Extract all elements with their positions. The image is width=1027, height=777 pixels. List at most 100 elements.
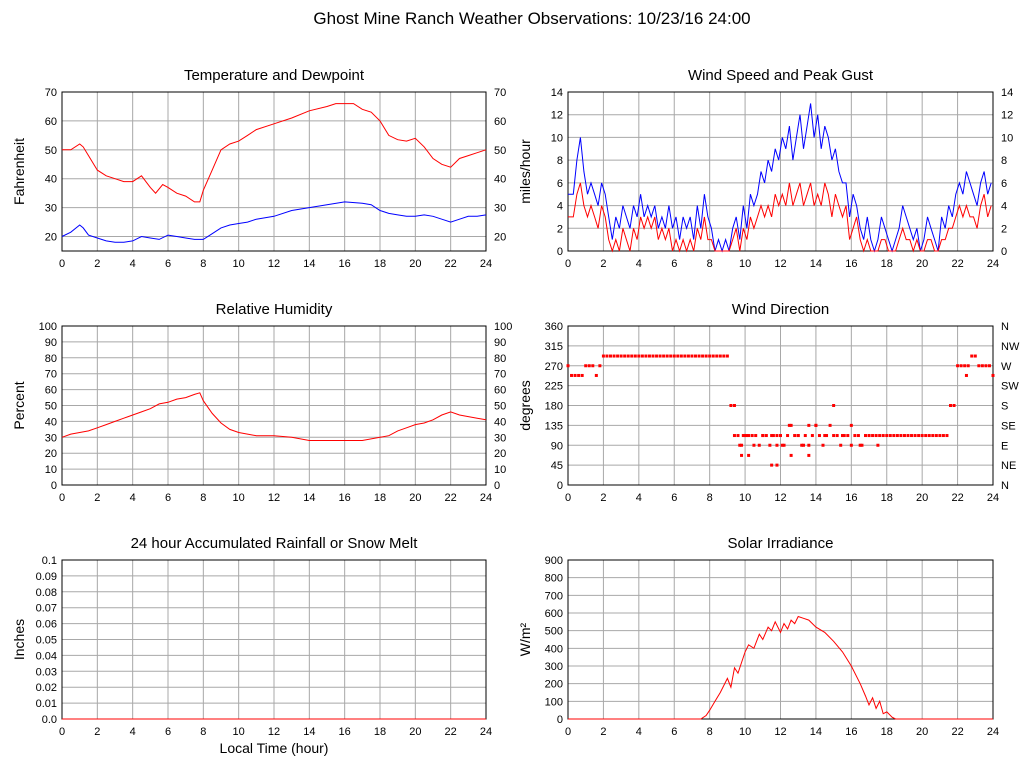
rain-y-tick-label: 0.08 xyxy=(36,587,57,599)
dir-point xyxy=(963,364,967,368)
rh-y-tick-label-right: 30 xyxy=(494,432,506,444)
dir-point xyxy=(780,443,784,447)
wind-y-tick-label: 8 xyxy=(557,155,563,167)
rain-x-tick-label: 12 xyxy=(268,726,280,738)
dir-point xyxy=(973,354,977,358)
dir-x-tick-label: 24 xyxy=(987,492,999,504)
dir-point xyxy=(729,404,733,407)
dir-point xyxy=(917,434,921,438)
temp-y-tick-label-right: 50 xyxy=(494,145,506,157)
dir-y-tick-label: 45 xyxy=(551,460,563,472)
solar-x-tick-label: 16 xyxy=(845,726,857,738)
dir-point xyxy=(651,354,655,358)
dir-point xyxy=(867,434,871,438)
dir-point xyxy=(874,434,878,438)
rh-x-tick-label: 10 xyxy=(233,492,245,504)
dir-x-tick-label: 16 xyxy=(845,492,857,504)
dir-point xyxy=(952,404,956,407)
rh-y-tick-label-right: 70 xyxy=(494,369,506,381)
temp-x-tick-label: 4 xyxy=(130,258,136,270)
rain-y-tick-label: 0.1 xyxy=(42,555,57,567)
dir-point xyxy=(959,364,963,368)
dir-x-tick-label: 20 xyxy=(916,492,928,504)
dir-point xyxy=(864,434,867,438)
dir-point xyxy=(775,443,779,447)
wind-x-tick-label: 24 xyxy=(987,258,999,270)
dir-point xyxy=(938,434,942,438)
dir-point xyxy=(970,354,974,358)
dir-x-tick-label: 8 xyxy=(707,492,713,504)
dir-point xyxy=(793,434,797,438)
dir-point xyxy=(573,373,577,377)
rh-x-tick-label: 18 xyxy=(374,492,386,504)
temp-title: Temperature and Dewpoint xyxy=(184,67,365,84)
temp-x-tick-label: 14 xyxy=(303,258,315,270)
dir-point xyxy=(832,434,836,438)
rh-y-tick-label-right: 10 xyxy=(494,464,506,476)
dir-point xyxy=(846,434,850,438)
dir-point xyxy=(644,354,648,358)
dir-x-tick-label: 14 xyxy=(810,492,822,504)
wind-x-tick-label: 16 xyxy=(845,258,857,270)
temp-y-tick-label-right: 60 xyxy=(494,116,506,128)
dir-point xyxy=(807,453,811,457)
rain-y-tick-label: 0.0 xyxy=(42,714,57,726)
dir-point xyxy=(924,434,928,438)
rh-y-tick-label-right: 90 xyxy=(494,337,506,349)
dir-point xyxy=(619,354,623,358)
rain-x-tick-label: 22 xyxy=(445,726,457,738)
dir-point xyxy=(895,434,899,438)
dir-point xyxy=(987,364,991,368)
solar-plot-frame xyxy=(567,559,994,720)
dir-point xyxy=(747,453,751,457)
rain-y-tick-label: 0.06 xyxy=(36,619,57,631)
rain-y-tick-label: 0.02 xyxy=(36,682,57,694)
solar-x-tick-label: 0 xyxy=(565,726,571,738)
dir-point xyxy=(665,354,669,358)
solar-y-axis-label: W/m² xyxy=(517,622,533,656)
dir-x-tick-label: 2 xyxy=(600,492,606,504)
rh-x-tick-label: 0 xyxy=(59,492,65,504)
wind-y-tick-label-right: 8 xyxy=(1001,155,1007,167)
rh-series-line-0 xyxy=(61,392,487,441)
solar-x-tick-label: 2 xyxy=(600,726,606,738)
solar-x-tick-label: 6 xyxy=(671,726,677,738)
temp-x-tick-label: 0 xyxy=(59,258,65,270)
rh-y-tick-label: 80 xyxy=(45,353,57,365)
dir-point xyxy=(740,453,744,457)
temp-x-tick-label: 6 xyxy=(165,258,171,270)
dir-point xyxy=(694,354,697,358)
dir-point xyxy=(899,434,903,438)
dir-point xyxy=(906,434,910,438)
rh-y-tick-label-right: 0 xyxy=(494,480,500,492)
solar-x-tick-label: 18 xyxy=(881,726,893,738)
temp-x-tick-label: 8 xyxy=(200,258,206,270)
rh-y-tick-label: 60 xyxy=(45,385,57,397)
dir-point xyxy=(878,434,882,438)
dir-point xyxy=(810,434,814,438)
dir-compass-label: N xyxy=(1001,321,1009,333)
rain-y-tick-label: 0.05 xyxy=(36,635,57,647)
solar-y-tick-label: 600 xyxy=(545,608,563,620)
dir-point xyxy=(640,354,644,358)
temp-x-tick-label: 20 xyxy=(409,258,421,270)
wind-series-line-0 xyxy=(568,103,992,253)
wind-y-tick-label: 4 xyxy=(557,201,563,213)
dir-y-tick-label: 0 xyxy=(557,480,563,492)
solar-title: Solar Irradiance xyxy=(728,535,834,552)
temp-y-tick-label: 20 xyxy=(45,232,57,244)
dir-point xyxy=(945,434,949,438)
dir-point xyxy=(885,434,889,438)
dir-point xyxy=(839,443,843,447)
rain-x-tick-label: 20 xyxy=(409,726,421,738)
rh-x-tick-label: 24 xyxy=(480,492,492,504)
dir-point xyxy=(949,404,952,407)
dir-point xyxy=(817,434,821,438)
rh-y-tick-label: 70 xyxy=(45,369,57,381)
rh-y-tick-label-right: 40 xyxy=(494,416,506,428)
wind-x-tick-label: 22 xyxy=(951,258,963,270)
dir-point xyxy=(745,434,749,438)
temp-y-tick-label-right: 20 xyxy=(494,232,506,244)
